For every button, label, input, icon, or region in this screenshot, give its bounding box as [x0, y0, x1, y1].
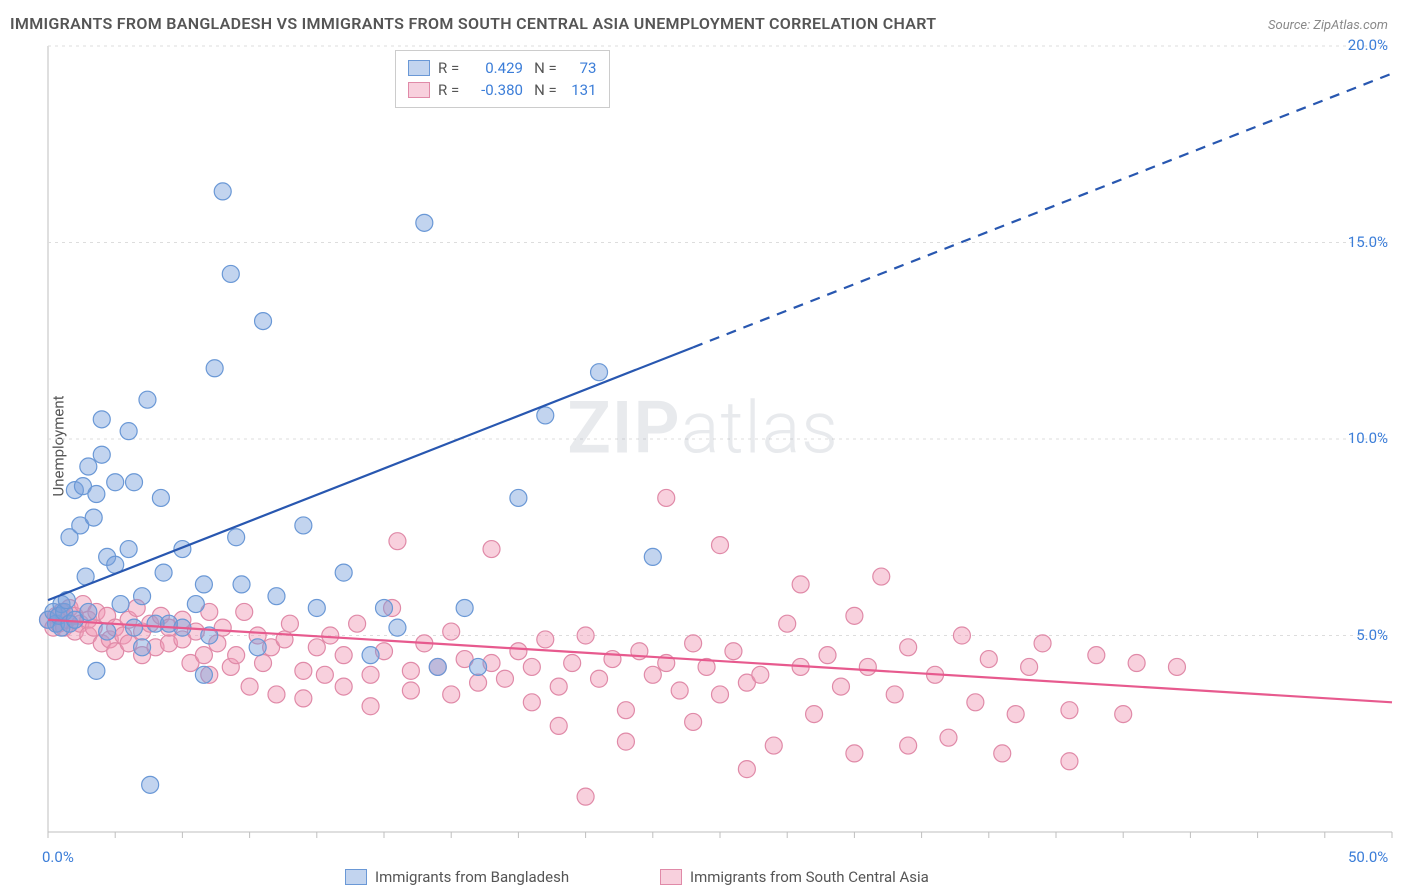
y-tick-label: 5.0% [1356, 626, 1388, 644]
chart-container: IMMIGRANTS FROM BANGLADESH VS IMMIGRANTS… [0, 0, 1406, 892]
legend-row-southcentralasia: R = -0.380 N = 131 [408, 79, 597, 101]
legend-swatch-southcentralasia [408, 82, 430, 98]
legend-label-southcentralasia: Immigrants from South Central Asia [690, 868, 929, 886]
y-tick-label: 15.0% [1348, 233, 1388, 251]
y-tick-label: 10.0% [1348, 429, 1388, 447]
swatch-bangladesh [345, 869, 367, 885]
legend-label-bangladesh: Immigrants from Bangladesh [375, 868, 569, 886]
x-tick-label: 0.0% [42, 848, 74, 866]
bottom-legend-series-1: Immigrants from Bangladesh [345, 868, 569, 886]
legend-swatch-bangladesh [408, 60, 430, 76]
x-tick-label: 50.0% [1348, 848, 1388, 866]
swatch-southcentralasia [660, 869, 682, 885]
bottom-legend-series-2: Immigrants from South Central Asia [660, 868, 929, 886]
correlation-legend-box: R = 0.429 N = 73 R = -0.380 N = 131 [395, 50, 610, 108]
scatter-plot-svg [0, 0, 1406, 892]
legend-stats-bangladesh: R = 0.429 N = 73 [438, 59, 597, 77]
legend-row-bangladesh: R = 0.429 N = 73 [408, 57, 597, 79]
y-tick-label: 20.0% [1348, 36, 1388, 54]
legend-stats-southcentralasia: R = -0.380 N = 131 [438, 81, 597, 99]
